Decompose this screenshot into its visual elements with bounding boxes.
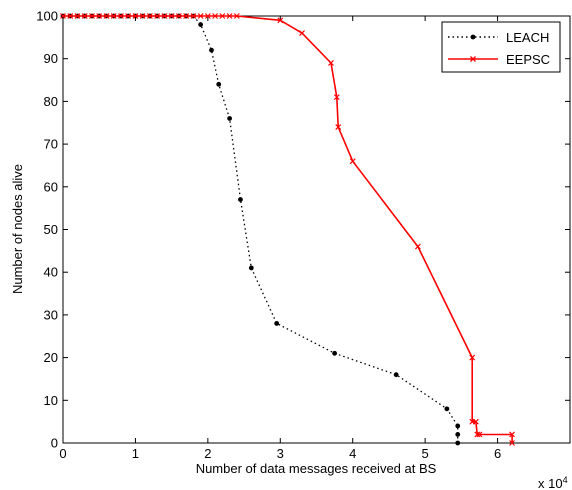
data-point-eepsc: [118, 13, 124, 19]
y-tick-label: 80: [44, 94, 58, 109]
data-point-eepsc: [60, 13, 66, 19]
data-point-eepsc: [474, 431, 481, 438]
data-point-eepsc: [277, 17, 284, 24]
data-point-eepsc: [161, 13, 168, 19]
data-point-eepsc: [89, 13, 95, 19]
data-point-eepsc: [190, 13, 197, 19]
data-point-eepsc: [146, 13, 153, 19]
legend-box: [441, 21, 561, 73]
x-axis-exponent: x 104: [538, 475, 568, 490]
data-point-eepsc: [81, 13, 88, 19]
data-point-eepsc: [139, 13, 146, 19]
data-point-leach: [227, 116, 232, 121]
data-point-leach: [198, 22, 204, 27]
y-tick-label: 10: [44, 393, 58, 408]
data-point-eepsc: [509, 431, 515, 438]
data-point-eepsc: [233, 13, 240, 19]
legend-marker-leach: [470, 34, 476, 40]
x-tick-label: 5: [422, 446, 429, 461]
data-point-eepsc: [197, 13, 204, 19]
data-point-eepsc: [168, 13, 175, 19]
data-point-leach: [455, 440, 461, 446]
legend: LEACH EEPSC: [441, 21, 561, 73]
data-point-leach: [209, 47, 214, 53]
data-point-leach: [444, 406, 450, 412]
data-point-leach: [238, 197, 243, 203]
data-point-eepsc: [175, 13, 182, 19]
y-tick-label: 0: [51, 436, 58, 451]
x-tick-label: 6: [494, 446, 501, 461]
legend-label-eepsc: EEPSC: [506, 52, 550, 67]
data-point-eepsc: [472, 418, 479, 425]
data-point-leach: [332, 350, 338, 356]
data-point-leach: [274, 321, 280, 326]
y-tick-label: 60: [44, 179, 58, 194]
data-point-eepsc: [96, 13, 103, 19]
data-point-eepsc: [67, 13, 74, 19]
legend-label-leach: LEACH: [506, 30, 549, 45]
data-point-leach: [393, 372, 399, 378]
y-tick-label: 20: [44, 350, 58, 365]
data-point-eepsc: [476, 431, 483, 438]
series-layer: [60, 13, 515, 446]
data-point-eepsc: [469, 354, 476, 361]
data-point-eepsc: [74, 13, 81, 19]
x-tick-label: 2: [204, 446, 211, 461]
data-point-eepsc: [212, 13, 219, 19]
data-point-leach: [455, 423, 461, 429]
legend-marker-eepsc: [470, 56, 476, 62]
x-tick-label: 0: [59, 446, 66, 461]
y-axis-label: Number of nodes alive: [10, 164, 25, 294]
data-point-eepsc: [110, 13, 117, 19]
y-tick-label: 90: [44, 51, 58, 66]
data-point-eepsc: [328, 60, 334, 66]
plot-area: [62, 15, 571, 444]
y-tick-label: 70: [44, 137, 58, 152]
data-point-eepsc: [335, 124, 342, 130]
data-point-eepsc: [204, 13, 211, 19]
data-point-eepsc: [125, 13, 132, 19]
x-tick-label: 4: [349, 446, 356, 461]
x-tick-label: 1: [132, 446, 139, 461]
data-point-eepsc: [299, 30, 305, 37]
data-point-eepsc: [154, 13, 161, 19]
y-tick-label: 100: [36, 9, 58, 24]
data-point-leach: [248, 265, 254, 271]
data-point-eepsc: [219, 13, 226, 19]
x-tick-label: 3: [277, 446, 284, 461]
x-axis-label: Number of data messages received at BS: [196, 461, 437, 476]
y-tick-label: 30: [44, 307, 58, 322]
data-point-eepsc: [132, 13, 139, 19]
data-point-eepsc: [414, 243, 421, 250]
data-point-leach: [455, 432, 461, 437]
y-tick-label: 50: [44, 222, 58, 237]
y-tick-label: 40: [44, 265, 58, 280]
data-point-eepsc: [509, 440, 515, 446]
data-point-eepsc: [333, 94, 340, 101]
data-point-eepsc: [349, 158, 356, 165]
data-point-eepsc: [103, 13, 110, 19]
data-point-leach: [216, 81, 222, 87]
data-point-eepsc: [226, 13, 233, 19]
data-point-eepsc: [183, 13, 190, 19]
